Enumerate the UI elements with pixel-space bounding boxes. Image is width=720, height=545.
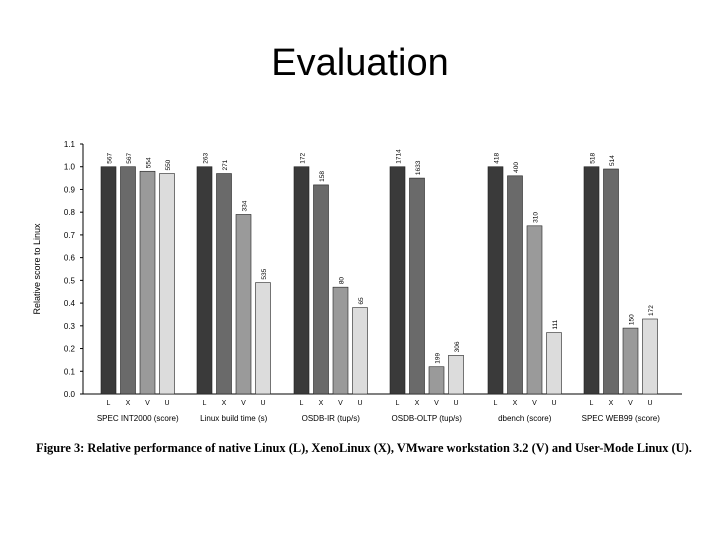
bar-series-letter: L	[590, 400, 594, 407]
bar-series-letter: V	[628, 400, 633, 407]
bar-series-letter: V	[338, 400, 343, 407]
y-tick-label: 1.0	[64, 163, 76, 172]
category-label: OSDB-IR (tup/s)	[302, 414, 361, 423]
bar	[448, 355, 464, 395]
bar	[546, 332, 562, 395]
y-tick-label: 0.8	[64, 208, 76, 217]
category-label: Linux build time (s)	[200, 414, 267, 423]
bar-value-label: 263	[203, 152, 210, 163]
y-tick-label: 0.5	[64, 276, 76, 285]
bar-value-label: 567	[107, 152, 114, 163]
bar-series-letter: L	[396, 400, 400, 407]
bar-value-label: 271	[222, 159, 229, 170]
bar-series-letter: V	[145, 400, 150, 407]
bar-value-label: 310	[533, 212, 540, 223]
bar	[139, 170, 156, 395]
bar	[487, 166, 504, 395]
y-axis-label: Relative score to Linux	[32, 223, 42, 315]
y-tick-label: 0.0	[64, 390, 76, 399]
bar	[352, 307, 368, 395]
bar	[603, 168, 619, 395]
bar-value-label: 172	[300, 152, 307, 163]
bar-series-letter: X	[222, 400, 227, 407]
bar-series-letter: L	[494, 400, 498, 407]
bar	[235, 214, 252, 395]
bar-series-letter: L	[203, 400, 207, 407]
bar	[255, 282, 271, 395]
bar	[583, 166, 600, 395]
bar-series-letter: X	[513, 400, 518, 407]
category-label: SPEC WEB99 (score)	[582, 414, 661, 423]
category-label: SPEC INT2000 (score)	[97, 414, 179, 423]
bar-value-label: 567	[126, 152, 133, 163]
y-tick-label: 0.4	[64, 299, 76, 308]
bar-value-label: 550	[165, 159, 172, 170]
bar-value-label: 535	[261, 268, 268, 279]
bar	[216, 173, 232, 395]
bar-value-label: 400	[513, 162, 520, 173]
bar-series-letter: X	[609, 400, 614, 407]
category-label: OSDB-OLTP (tup/s)	[392, 414, 463, 423]
bar	[159, 173, 175, 395]
bar-series-letter: U	[357, 400, 362, 407]
bar-value-label: 158	[319, 171, 326, 182]
bar	[389, 166, 406, 395]
bar-series-letter: U	[453, 400, 458, 407]
bar-value-label: 306	[454, 341, 461, 352]
y-tick-label: 1.1	[64, 140, 76, 149]
slide-title: Evaluation	[271, 42, 449, 84]
bar	[196, 166, 213, 395]
y-tick-label: 0.1	[64, 367, 76, 376]
y-tick-label: 0.3	[64, 322, 76, 331]
y-tick-label: 0.7	[64, 231, 76, 240]
bar-value-label: 199	[435, 352, 442, 363]
bar-value-label: 172	[648, 305, 655, 316]
bar-value-label: 65	[358, 297, 365, 305]
y-tick-label: 0.9	[64, 185, 76, 194]
bar	[526, 225, 543, 395]
bar-value-label: 334	[242, 200, 249, 211]
bar	[409, 177, 425, 395]
bar	[428, 366, 445, 395]
bar	[313, 184, 329, 395]
bar-series-letter: V	[241, 400, 246, 407]
bar-series-letter: L	[107, 400, 111, 407]
bar	[507, 175, 523, 395]
bar	[332, 286, 349, 395]
bar	[100, 166, 117, 395]
y-tick-label: 0.2	[64, 345, 76, 354]
bar-series-letter: V	[434, 400, 439, 407]
bar-value-label: 514	[609, 155, 616, 166]
bar	[293, 166, 310, 395]
bar-value-label: 418	[494, 152, 501, 163]
bar	[642, 318, 658, 395]
bar-value-label: 518	[590, 152, 597, 163]
bar-value-label: 1714	[396, 149, 403, 164]
bar-value-label: 150	[629, 314, 636, 325]
bar	[120, 166, 136, 395]
figure-caption: Figure 3: Relative performance of native…	[36, 441, 692, 455]
category-label: dbench (score)	[498, 414, 552, 423]
y-tick-label: 0.6	[64, 254, 76, 263]
bar-value-label: 80	[339, 277, 346, 285]
bar	[622, 327, 639, 395]
bar-series-letter: V	[532, 400, 537, 407]
bar-series-letter: U	[164, 400, 169, 407]
bar-value-label: 111	[552, 319, 559, 329]
bar-series-letter: U	[647, 400, 652, 407]
bar-value-label: 1633	[415, 160, 422, 175]
bar-series-letter: X	[319, 400, 324, 407]
bar-value-label: 554	[146, 157, 153, 168]
bar-series-letter: X	[415, 400, 420, 407]
bar-series-letter: U	[260, 400, 265, 407]
bar-series-letter: X	[126, 400, 131, 407]
bar-series-letter: L	[300, 400, 304, 407]
bar-series-letter: U	[551, 400, 556, 407]
